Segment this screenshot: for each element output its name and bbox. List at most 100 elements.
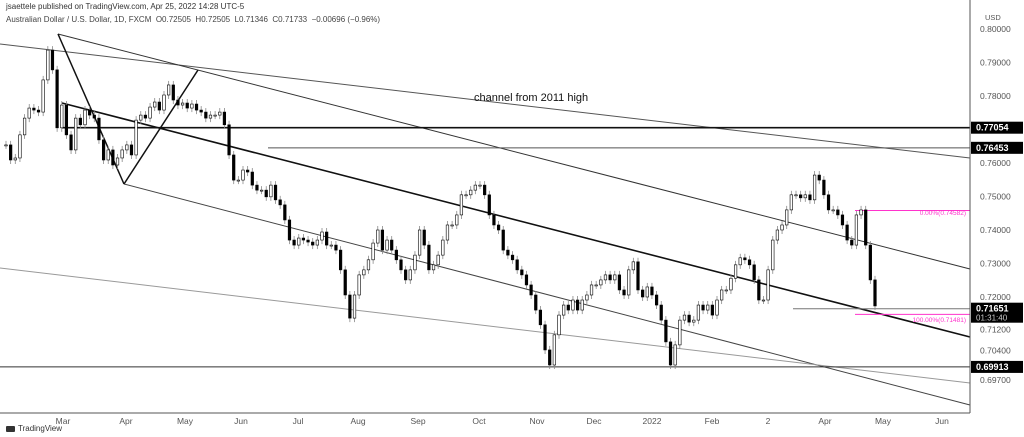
tradingview-logo[interactable]: TradingView <box>6 424 62 433</box>
candle <box>167 84 171 96</box>
candle <box>724 289 728 292</box>
candle <box>631 261 635 271</box>
x-tick-label: 2 <box>766 416 771 426</box>
candle <box>22 117 27 136</box>
candle <box>157 101 161 111</box>
candle <box>664 319 668 343</box>
y-tick-label: 0.78000 <box>980 91 1011 101</box>
candle <box>222 111 227 126</box>
candle <box>487 194 491 216</box>
candle <box>334 244 338 251</box>
candle <box>180 102 185 106</box>
candle <box>543 324 547 351</box>
candle <box>301 237 306 241</box>
candle <box>854 214 859 246</box>
candle <box>208 114 213 119</box>
candle <box>176 99 180 106</box>
candle <box>390 239 394 251</box>
mid-channel-line[interactable] <box>61 102 971 338</box>
x-tick-label: Sep <box>410 416 425 426</box>
candle <box>227 124 231 156</box>
candle <box>92 114 96 119</box>
candle <box>106 149 110 161</box>
lower-channel-line[interactable] <box>123 183 971 406</box>
candle <box>338 249 343 271</box>
candle <box>845 224 849 241</box>
candle <box>552 334 556 366</box>
candle <box>376 229 380 244</box>
candle <box>733 264 738 279</box>
channel-from-2011-high-line[interactable] <box>0 43 971 159</box>
candle <box>436 254 440 266</box>
candle <box>394 249 398 261</box>
ohlc-close: C0.71733 <box>272 15 308 24</box>
candle <box>371 242 375 261</box>
candle <box>789 194 793 211</box>
lower-gray-line[interactable] <box>0 267 971 384</box>
candle <box>794 194 798 197</box>
candle <box>273 184 278 201</box>
upper-channel-line[interactable] <box>57 33 971 270</box>
y-tick-label: 0.76000 <box>980 158 1011 168</box>
candle <box>264 189 268 198</box>
y-tick-label: 0.69700 <box>980 375 1011 385</box>
candle <box>538 309 543 326</box>
candle <box>9 144 13 161</box>
candle <box>627 269 631 296</box>
candle <box>297 237 301 246</box>
candle <box>534 294 538 311</box>
y-tick-label: 0.79000 <box>980 58 1011 68</box>
x-tick-label: May <box>875 416 892 426</box>
candle <box>199 109 203 113</box>
candle <box>413 254 417 271</box>
price-label-box <box>971 360 1023 373</box>
candle <box>826 194 831 211</box>
candle <box>645 286 649 298</box>
candle <box>185 102 189 109</box>
candle <box>427 244 431 271</box>
candle <box>803 194 807 199</box>
candle <box>236 179 240 182</box>
candle <box>873 279 877 307</box>
candle <box>868 244 872 281</box>
x-tick-label: Apr <box>119 416 132 426</box>
candle <box>566 304 570 311</box>
candle <box>343 269 347 296</box>
candle <box>510 254 515 261</box>
candle <box>441 239 445 256</box>
candle <box>840 214 845 226</box>
candle <box>562 304 566 316</box>
candle <box>55 69 59 129</box>
candle <box>399 259 403 271</box>
candle <box>743 257 747 261</box>
candle <box>13 157 17 161</box>
ohlc-high: H0.72505 <box>195 15 231 24</box>
candle <box>32 107 36 111</box>
candle <box>650 286 654 296</box>
tradingview-logo-text: TradingView <box>18 424 63 433</box>
candle <box>27 107 31 119</box>
candle <box>668 341 673 366</box>
candle <box>315 239 319 246</box>
symbol-legend: Australian Dollar / U.S. Dollar, 1D, FXC… <box>6 15 380 24</box>
candle <box>69 134 73 151</box>
candle <box>218 111 222 116</box>
candle <box>761 299 766 302</box>
candle <box>366 259 371 271</box>
candle <box>478 184 482 187</box>
candle <box>148 106 152 119</box>
candle <box>520 269 524 276</box>
candle <box>139 114 143 121</box>
candle <box>311 241 315 246</box>
y-tick-label: 0.70400 <box>980 346 1011 356</box>
price-label-box <box>971 302 1023 323</box>
candle <box>204 111 208 119</box>
candle <box>404 269 408 281</box>
candle <box>785 209 789 226</box>
drawings <box>0 33 971 406</box>
candle <box>417 229 422 256</box>
candle <box>232 154 236 181</box>
candle <box>575 299 580 311</box>
x-tick-label: Nov <box>529 416 545 426</box>
